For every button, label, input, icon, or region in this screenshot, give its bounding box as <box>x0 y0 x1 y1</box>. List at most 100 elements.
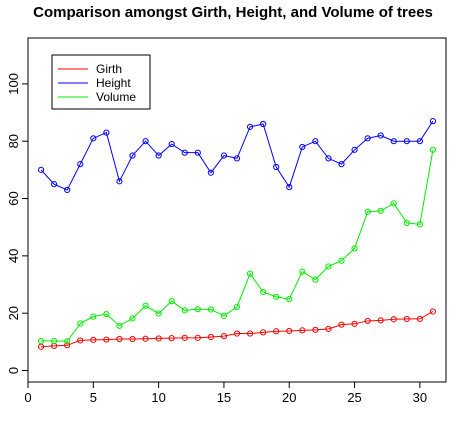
data-point <box>286 296 293 303</box>
data-point <box>429 118 437 125</box>
data-point <box>377 317 384 324</box>
series-line-height <box>40 120 434 191</box>
data-point <box>351 320 358 327</box>
data-point <box>51 337 58 345</box>
data-point <box>351 245 358 252</box>
plot-area <box>27 37 447 383</box>
data-point <box>364 317 371 325</box>
data-point <box>416 315 423 323</box>
data-point <box>220 152 228 159</box>
data-point <box>325 155 332 162</box>
data-point <box>286 327 293 335</box>
data-point <box>194 306 201 313</box>
data-point <box>390 316 397 323</box>
legend-label-height: Height <box>96 76 131 90</box>
data-point <box>142 138 149 145</box>
data-point <box>299 327 306 334</box>
data-point <box>312 326 319 333</box>
data-point <box>64 342 71 349</box>
data-point <box>207 333 214 341</box>
data-point <box>142 302 149 309</box>
data-point <box>207 306 214 313</box>
data-point <box>64 186 71 194</box>
data-point <box>312 138 319 145</box>
series-volume <box>37 146 437 345</box>
data-point <box>299 268 306 275</box>
data-point <box>168 140 175 148</box>
data-point <box>181 307 188 314</box>
data-point <box>273 163 280 171</box>
y-tick-label: 40 <box>6 249 21 263</box>
data-point <box>351 146 358 153</box>
data-point <box>390 200 397 207</box>
data-point <box>37 166 45 173</box>
data-point <box>233 303 241 310</box>
y-tick-label: 100 <box>6 73 21 95</box>
data-point <box>377 132 384 139</box>
data-point <box>233 330 241 337</box>
x-axis: 0 5 10 15 20 25 30 <box>24 382 427 405</box>
data-point <box>246 330 254 337</box>
data-point <box>273 328 280 335</box>
data-point <box>155 310 162 317</box>
data-point <box>155 152 162 159</box>
data-point <box>90 336 97 343</box>
data-point <box>116 335 123 343</box>
series-height <box>37 118 437 194</box>
data-point <box>129 315 136 322</box>
data-point <box>155 335 162 342</box>
data-point <box>246 270 254 277</box>
data-point <box>77 161 84 168</box>
legend-label-volume: Volume <box>96 90 136 104</box>
y-tick-label: 60 <box>6 191 21 205</box>
data-point <box>77 337 84 344</box>
data-point <box>77 320 84 327</box>
data-point <box>246 123 254 130</box>
data-point <box>299 143 306 151</box>
data-point <box>260 329 267 336</box>
data-point <box>338 257 345 264</box>
x-tick-label: 15 <box>217 390 231 405</box>
data-point <box>416 138 423 145</box>
data-point <box>429 146 437 153</box>
data-point <box>220 333 228 340</box>
data-point <box>416 221 423 228</box>
data-point <box>90 135 97 142</box>
data-point <box>129 335 136 343</box>
data-point <box>260 120 267 128</box>
data-point <box>181 334 188 341</box>
x-tick-label: 25 <box>347 390 361 405</box>
data-point <box>325 325 332 333</box>
chart-title: Comparison amongst Girth, Height, and Vo… <box>33 4 433 21</box>
y-tick-label: 80 <box>6 134 21 148</box>
data-point <box>260 288 267 296</box>
data-point <box>116 322 123 329</box>
data-point <box>338 321 345 328</box>
data-point <box>194 334 201 341</box>
data-point <box>142 335 149 342</box>
data-point <box>429 308 437 315</box>
data-point <box>129 152 136 159</box>
y-tick-label: 20 <box>6 306 21 320</box>
x-tick-label: 10 <box>151 390 165 405</box>
data-point <box>37 343 45 350</box>
data-point <box>194 149 201 156</box>
x-tick-label: 0 <box>24 390 31 405</box>
data-point <box>403 315 410 323</box>
data-point <box>90 313 97 320</box>
data-point <box>103 336 110 343</box>
data-point <box>37 337 45 345</box>
x-tick-label: 30 <box>413 390 427 405</box>
data-point <box>286 183 293 191</box>
data-point <box>364 135 371 142</box>
x-tick-label: 5 <box>90 390 97 405</box>
y-tick-label: 0 <box>6 367 21 374</box>
data-point <box>64 338 71 345</box>
data-point <box>403 219 410 226</box>
series-line-girth <box>41 311 434 348</box>
data-point <box>207 169 214 176</box>
series-line-volume <box>41 149 434 342</box>
data-point <box>103 129 110 136</box>
